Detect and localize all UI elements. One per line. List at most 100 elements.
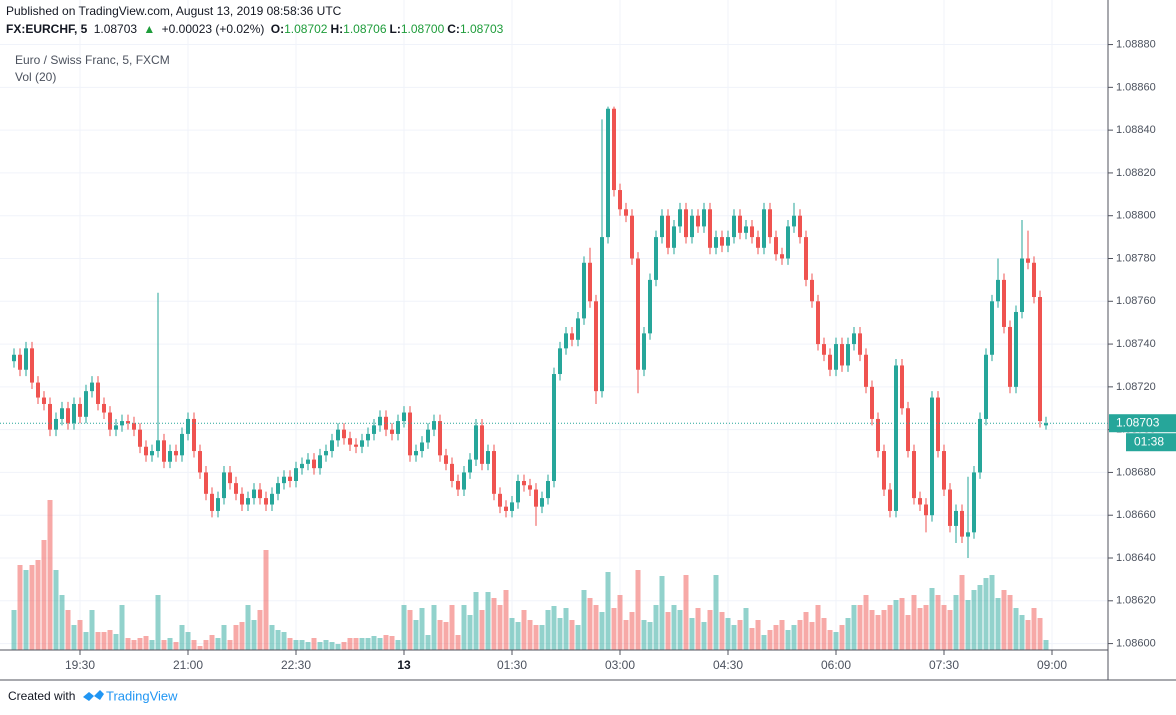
volume-bar: [125, 638, 131, 650]
x-tick-label: 19:30: [65, 658, 95, 672]
candle-body: [390, 429, 394, 434]
volume-bar: [323, 640, 329, 650]
candle-body: [414, 451, 418, 456]
candle-body: [738, 215, 742, 233]
candle-body: [768, 209, 772, 238]
candle-body: [906, 408, 910, 452]
x-tick-label: 22:30: [281, 658, 311, 672]
volume-bar: [1025, 620, 1031, 650]
volume-bar: [263, 550, 269, 650]
volume-bar: [761, 635, 767, 650]
volume-bar: [521, 610, 527, 650]
volume-bar: [413, 620, 419, 650]
candle-body: [192, 418, 196, 452]
volume-bar: [797, 620, 803, 650]
candle-body: [600, 237, 604, 392]
footer-brand[interactable]: TradingView: [106, 688, 178, 703]
volume-bar: [635, 570, 641, 650]
volume-bar: [671, 605, 677, 650]
candle-body: [150, 451, 154, 456]
volume-bar: [599, 612, 605, 650]
volume-bar: [779, 620, 785, 650]
candle-body: [528, 485, 532, 490]
candle-body: [558, 348, 562, 375]
volume-bar: [947, 610, 953, 650]
y-tick-label: 1.08800: [1116, 210, 1156, 222]
volume-bar: [875, 615, 881, 650]
volume-bar: [575, 625, 581, 650]
candle-body: [672, 226, 676, 248]
candle-body: [162, 440, 166, 462]
volume-bar: [317, 642, 323, 650]
candle-body: [54, 418, 58, 430]
candle-body: [876, 418, 880, 452]
candle-body: [912, 451, 916, 499]
volume-bar: [659, 576, 665, 650]
ohlc-value: 1.08700: [400, 22, 445, 36]
candle-body: [114, 425, 118, 430]
volume-bar: [365, 638, 371, 650]
volume-bar: [311, 638, 317, 650]
volume-layer: [11, 500, 1049, 650]
volume-bar: [581, 590, 587, 650]
volume-bar: [539, 625, 545, 650]
volume-bar: [515, 622, 521, 650]
candle-body: [546, 480, 550, 499]
volume-bar: [503, 590, 509, 650]
volume-bar: [1013, 608, 1019, 650]
volume-bar: [173, 642, 179, 650]
candle-body: [810, 279, 814, 302]
volume-bar: [359, 638, 365, 650]
candle-body: [882, 451, 886, 490]
candle-body: [324, 451, 328, 456]
candle-body: [354, 444, 358, 447]
candle-body: [870, 386, 874, 419]
candle-body: [948, 489, 952, 526]
volume-bar: [71, 625, 77, 650]
candle-body: [726, 237, 730, 246]
volume-bar: [419, 608, 425, 650]
volume-bar: [299, 640, 305, 650]
candle-body: [330, 440, 334, 452]
candle-body: [858, 333, 862, 355]
volume-bar: [497, 605, 503, 650]
candle-body: [336, 429, 340, 441]
volume-bar: [689, 618, 695, 650]
change-arrow: ▲: [143, 22, 156, 36]
candle-body: [942, 451, 946, 490]
volume-bar: [791, 625, 797, 650]
candle-body: [1026, 258, 1030, 263]
candle-body: [540, 498, 544, 507]
candle-body: [708, 209, 712, 248]
price-label-box: [1109, 414, 1176, 433]
candle-body: [630, 215, 634, 259]
candle-body: [66, 408, 70, 424]
volume-bar: [143, 636, 149, 650]
volume-bar: [329, 642, 335, 650]
candle-body: [156, 440, 160, 452]
ohlc-value: 1.08706: [343, 22, 387, 36]
volume-bar: [959, 575, 965, 650]
volume-bar: [557, 618, 563, 650]
candle-body: [648, 279, 652, 334]
candle-body: [966, 532, 970, 537]
candle-body: [426, 429, 430, 443]
volume-bar: [179, 625, 185, 650]
published: Published on TradingView.com, August 13,…: [6, 4, 342, 18]
candle-body: [366, 433, 370, 441]
candle-body: [570, 333, 574, 340]
candle-body: [348, 438, 352, 445]
volume-bar: [467, 615, 473, 650]
candle-body: [432, 421, 436, 430]
candle-body: [198, 451, 202, 473]
candle-body: [990, 301, 994, 355]
volume-bar: [617, 595, 623, 650]
candle-body: [402, 412, 406, 422]
volume-bar: [431, 605, 437, 650]
volume-bar: [95, 632, 101, 650]
volume-bar: [185, 632, 191, 650]
volume-bar: [743, 608, 749, 650]
y-tick-label: 1.08720: [1116, 381, 1156, 393]
candle-body: [1014, 311, 1018, 387]
